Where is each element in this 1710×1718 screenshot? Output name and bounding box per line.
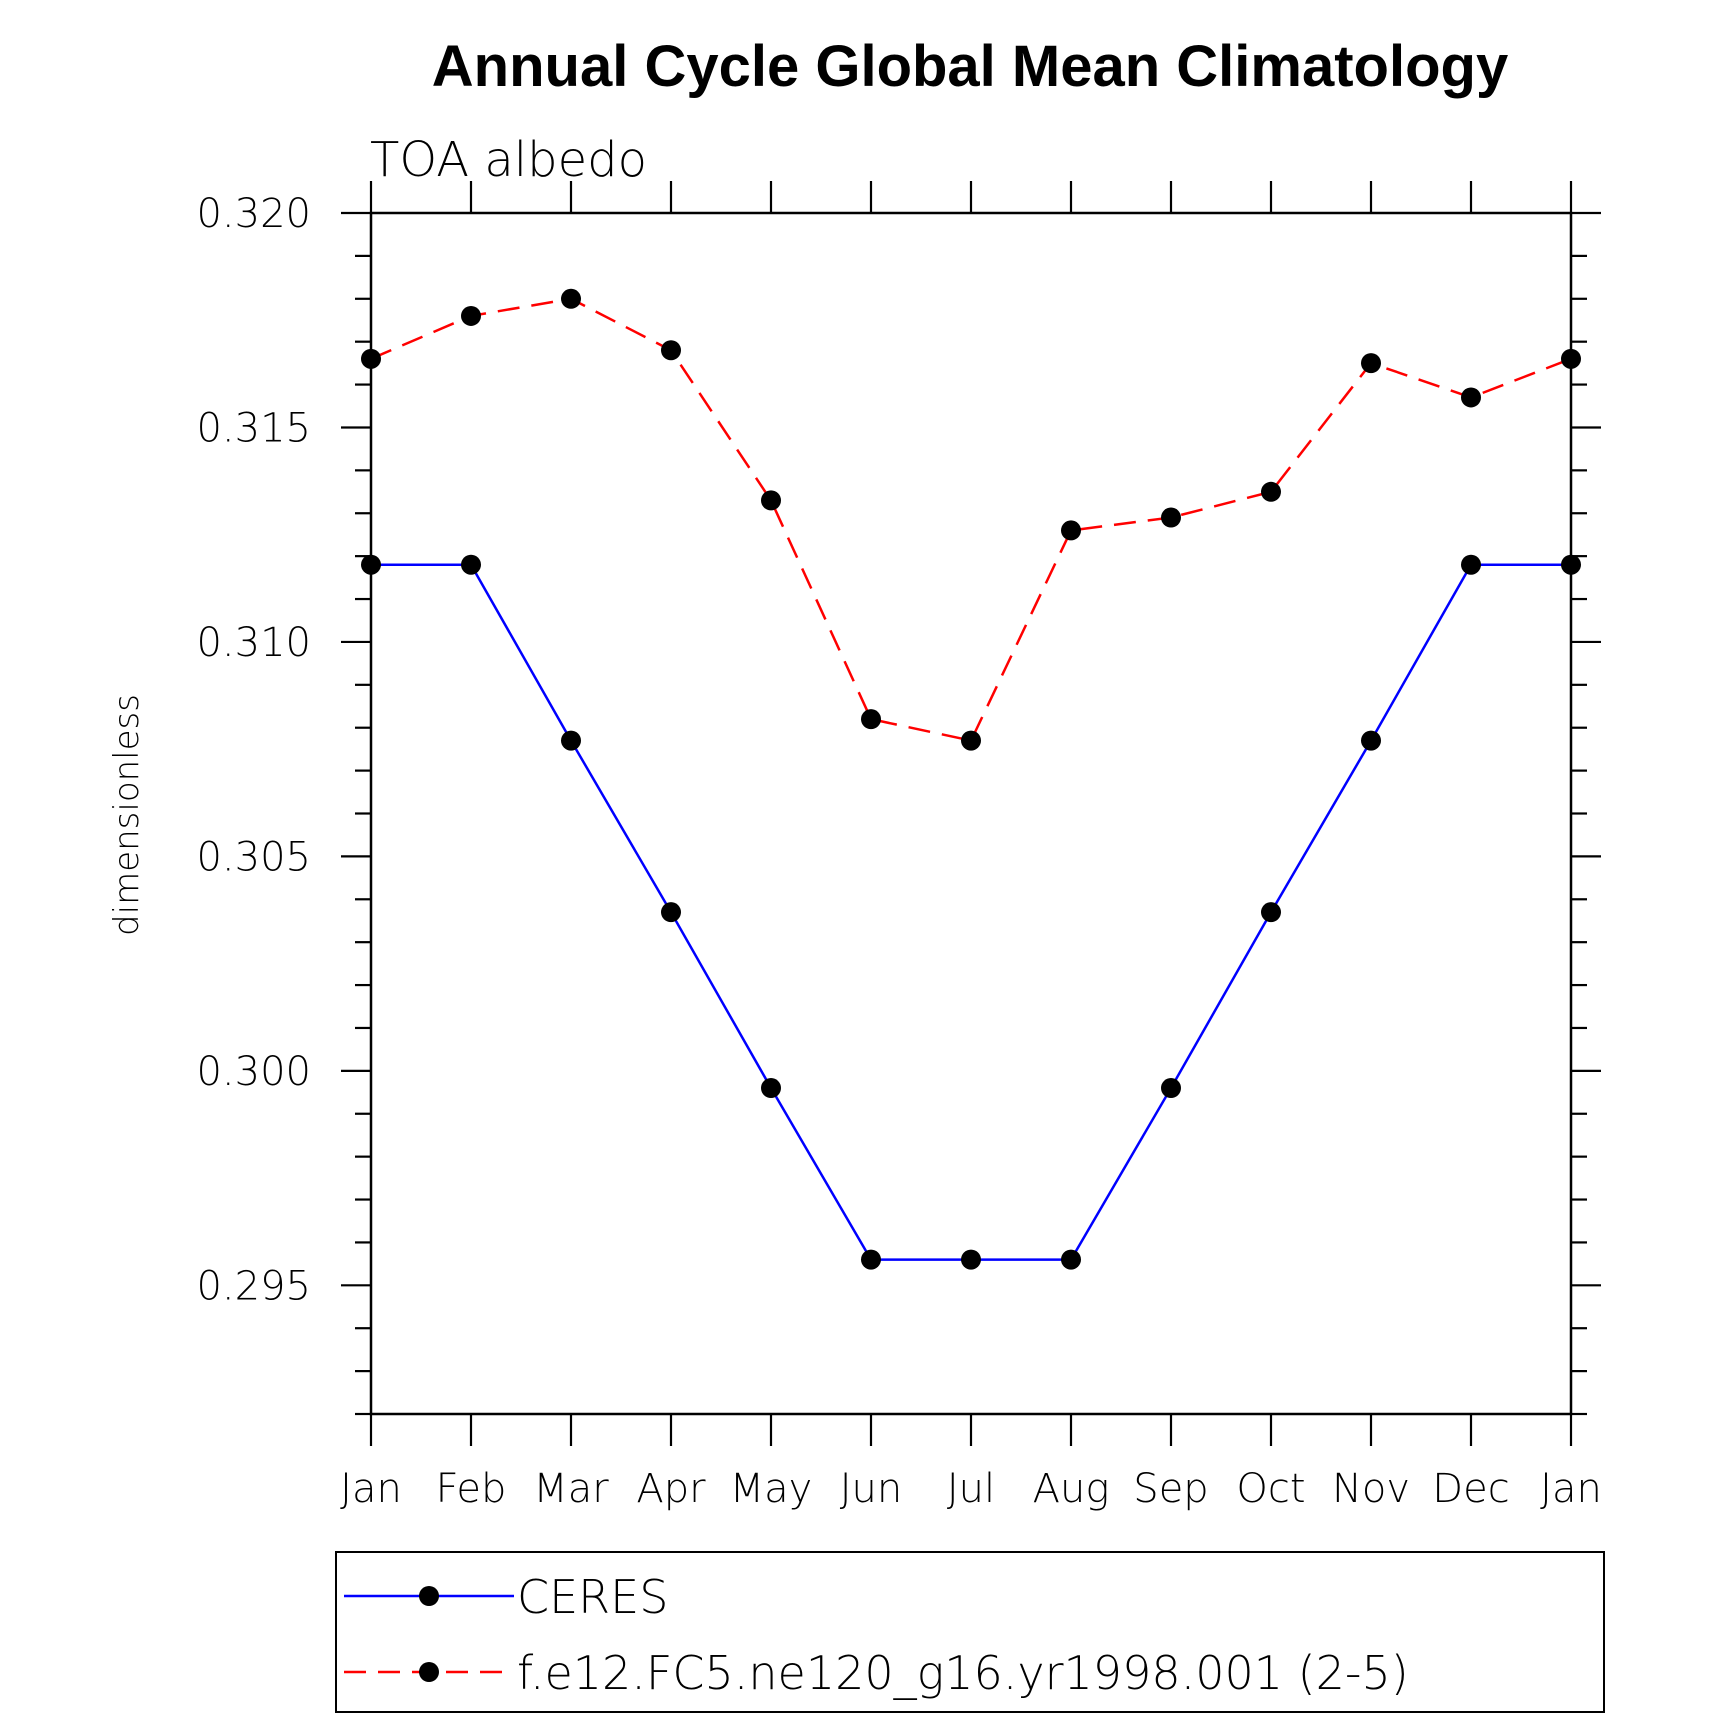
- data-point: [1461, 387, 1481, 408]
- data-point: [1061, 1249, 1081, 1270]
- legend: CERES f.e12.FC5.ne120_g16.yr1998.001 (2-5…: [335, 1551, 1605, 1713]
- data-point: [361, 554, 381, 575]
- legend-label: f.e12.FC5.ne120_g16.yr1998.001 (2-5): [517, 1646, 1409, 1700]
- x-tick-label: Sep: [1133, 1466, 1208, 1512]
- legend-marker: [419, 1586, 439, 1606]
- data-point: [561, 288, 581, 309]
- x-tick-label: Jul: [947, 1466, 995, 1512]
- data-point: [361, 348, 381, 369]
- x-tick-label: Aug: [1033, 1466, 1110, 1512]
- y-tick-label: 0.310: [196, 620, 311, 666]
- data-point: [1561, 348, 1581, 369]
- y-tick-label: 0.315: [196, 405, 311, 451]
- x-tick-label: Mar: [533, 1466, 609, 1512]
- data-point: [1061, 520, 1081, 541]
- y-tick-label: 0.295: [196, 1263, 311, 1309]
- chart-subtitle: TOA albedo: [370, 132, 647, 188]
- x-tick-label: Jun: [840, 1466, 903, 1512]
- y-tick-label: 0.300: [196, 1049, 311, 1095]
- x-tick-label: Nov: [1332, 1466, 1410, 1512]
- data-point: [961, 1249, 981, 1270]
- chart-title: Annual Cycle Global Mean Climatology: [432, 34, 1508, 99]
- x-tick-label: Dec: [1432, 1466, 1509, 1512]
- x-tick-label: Jan: [340, 1466, 402, 1512]
- data-point: [661, 902, 681, 923]
- y-tick-label: 0.305: [196, 834, 311, 880]
- data-point: [461, 554, 481, 575]
- x-tick-label: Feb: [436, 1466, 507, 1512]
- x-tick-label: Oct: [1236, 1466, 1305, 1512]
- y-tick-label: 0.320: [196, 191, 311, 237]
- plot-frame: [369, 211, 1573, 1416]
- data-point: [561, 730, 581, 751]
- data-point: [1161, 507, 1181, 528]
- data-point: [661, 340, 681, 361]
- data-point: [1161, 1078, 1181, 1099]
- data-point: [861, 1249, 881, 1270]
- data-point: [1461, 554, 1481, 575]
- data-point: [861, 709, 881, 730]
- data-point: [761, 1078, 781, 1099]
- data-point: [461, 305, 481, 326]
- data-point: [1361, 353, 1381, 374]
- legend-box: [335, 1551, 1605, 1713]
- legend-label: CERES: [517, 1570, 668, 1624]
- series-line-0: [371, 563, 1571, 1261]
- y-axis-label: dimensionless: [107, 694, 147, 936]
- data-point: [1561, 554, 1581, 575]
- data-point: [1361, 730, 1381, 751]
- legend-marker: [419, 1662, 439, 1682]
- x-tick-label: Apr: [636, 1466, 706, 1512]
- data-point: [761, 490, 781, 511]
- plot-area: 0.295 0.300 0.305 0.310 0.315 0.320 Jan Feb Mar A…: [196, 181, 1602, 1512]
- data-point: [1261, 481, 1281, 502]
- series-line-1: [370, 297, 1572, 743]
- data-point: [1261, 902, 1281, 923]
- x-tick-label: Jan: [1540, 1466, 1602, 1512]
- x-tick-label: May: [730, 1466, 813, 1512]
- data-point: [961, 730, 981, 751]
